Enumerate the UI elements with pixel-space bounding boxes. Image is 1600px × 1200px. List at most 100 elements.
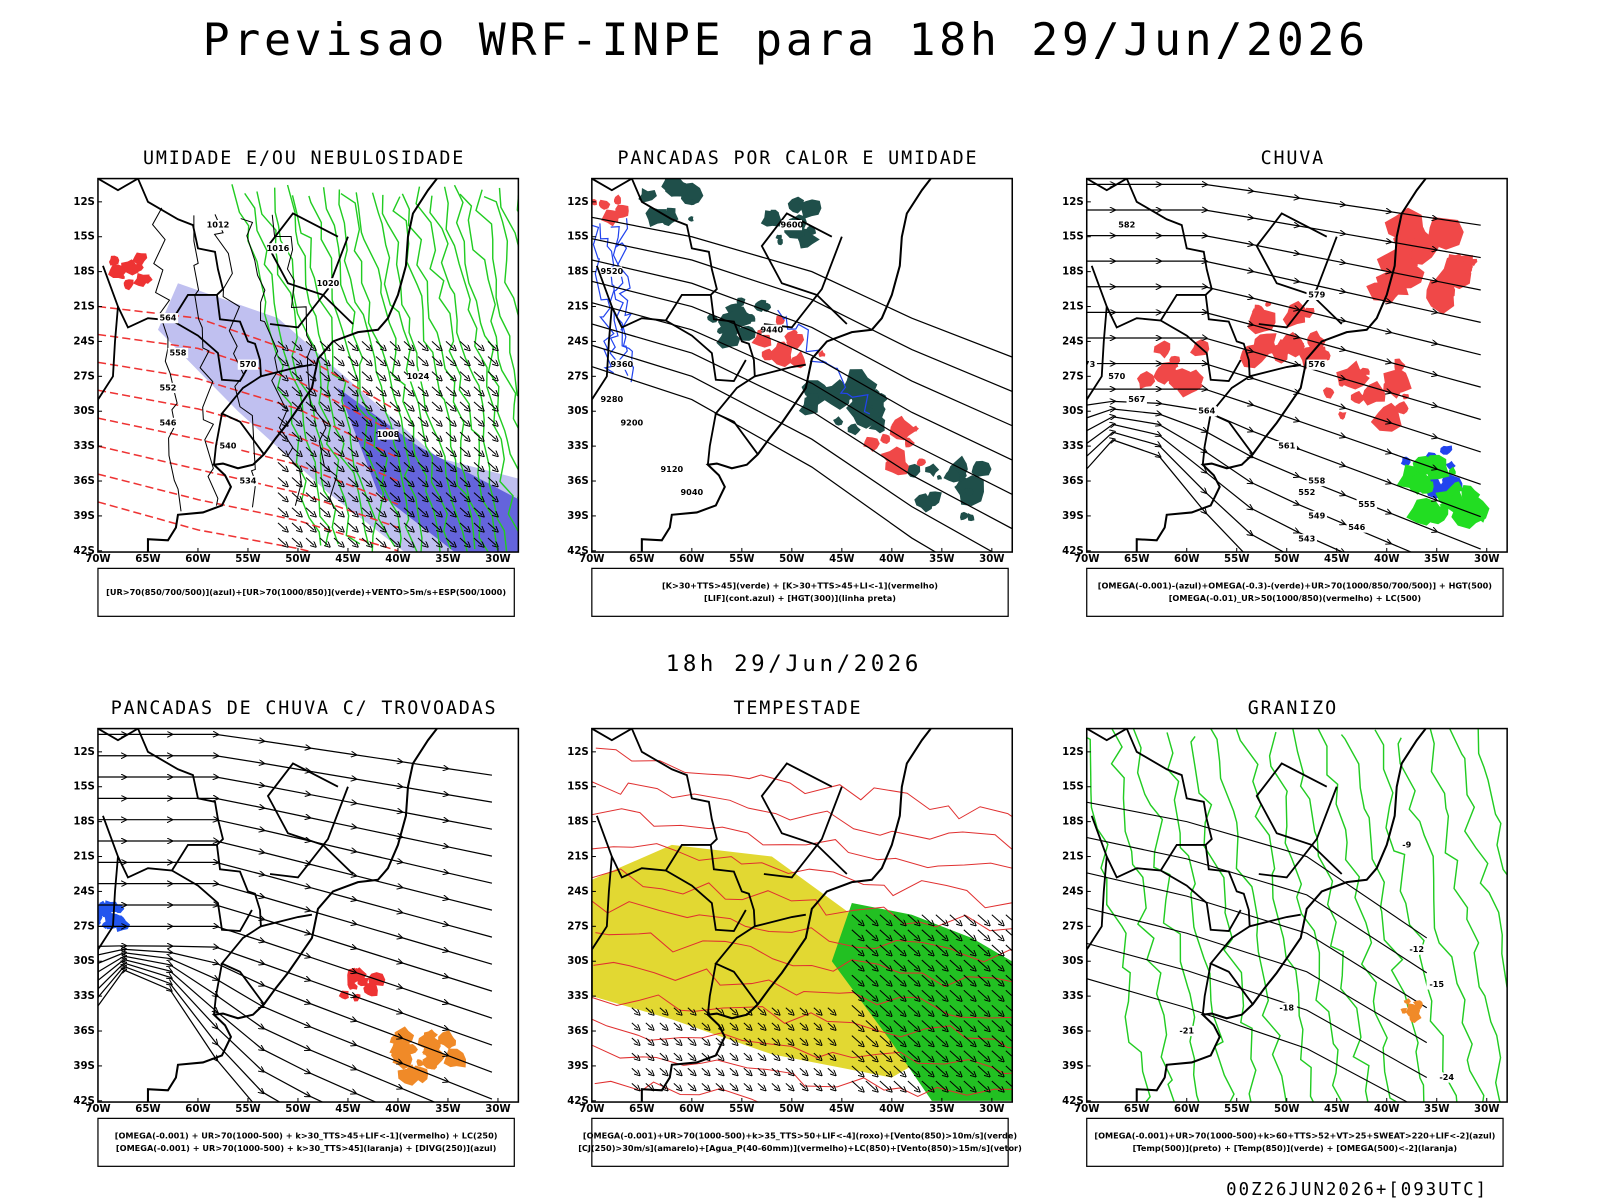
lon-label: 30W bbox=[1474, 554, 1499, 565]
wind-vector bbox=[687, 1022, 694, 1029]
wind-vector bbox=[963, 974, 974, 984]
coastline bbox=[146, 178, 439, 553]
wind-vector bbox=[487, 522, 496, 530]
wind-vector bbox=[827, 1037, 834, 1044]
lat-label: 12S bbox=[73, 197, 95, 208]
lat-label: 30S bbox=[1062, 406, 1084, 417]
wind-vector bbox=[417, 386, 426, 394]
coastline bbox=[1135, 728, 1428, 1103]
wind-vector bbox=[977, 989, 988, 999]
contour-label: -18 bbox=[1279, 1002, 1294, 1012]
streamline bbox=[591, 781, 1013, 851]
wind-vector bbox=[963, 1020, 974, 1030]
wind-vector bbox=[631, 1082, 638, 1089]
lat-label: 27S bbox=[1062, 921, 1084, 932]
wind-vector bbox=[659, 1067, 666, 1074]
wind-vector bbox=[687, 1007, 694, 1014]
wind-vector bbox=[291, 492, 300, 500]
wind-vector bbox=[487, 401, 496, 409]
lat-label: 42S bbox=[567, 1096, 589, 1107]
wind-vector bbox=[865, 989, 876, 999]
wind-vector bbox=[473, 492, 482, 500]
wind-vector bbox=[921, 1080, 932, 1090]
wind-vector bbox=[865, 1050, 876, 1060]
wind-vector bbox=[949, 959, 960, 969]
height-contour bbox=[591, 259, 1013, 427]
wind-vector bbox=[729, 1082, 736, 1089]
wind-vector bbox=[687, 1037, 694, 1044]
wind-vector bbox=[291, 446, 300, 454]
legend-text: [K>30+TTS>45](verde) + [K>30+TTS>45+LI<-… bbox=[662, 581, 938, 591]
wind-vector bbox=[459, 446, 468, 454]
wind-vector bbox=[305, 416, 314, 424]
coastline bbox=[146, 728, 439, 1103]
lon-label: 50W bbox=[1274, 1104, 1299, 1115]
humidity-contour bbox=[453, 184, 519, 501]
shaded-area bbox=[108, 255, 120, 266]
wind-vector bbox=[715, 1007, 722, 1014]
wind-vector bbox=[879, 1005, 890, 1014]
panel-title: PANCADAS DE CHUVA C/ TROVOADAS bbox=[111, 698, 498, 719]
border bbox=[665, 869, 747, 932]
map-panel: -9 -12 -15 -18 -21 -24 bbox=[1086, 728, 1508, 1103]
label-bg bbox=[781, 220, 803, 231]
wind-vector bbox=[431, 537, 440, 545]
wind-vector bbox=[431, 341, 440, 348]
label-bg bbox=[1296, 487, 1317, 498]
wind-vector bbox=[333, 477, 342, 485]
lon-label: 30W bbox=[485, 1104, 510, 1115]
wind-vector bbox=[319, 401, 328, 409]
legend-text: [OMEGA(-0.001)-(azul)+OMEGA(-0.3)-(verde… bbox=[1098, 581, 1493, 591]
wind-vector bbox=[333, 371, 342, 379]
wind-vector bbox=[991, 914, 1002, 924]
legend-box bbox=[97, 1117, 515, 1167]
wind-vector bbox=[827, 1052, 834, 1059]
contour-label: 1012 bbox=[207, 220, 230, 230]
shaded-area bbox=[142, 274, 153, 284]
wind-vector bbox=[757, 1067, 764, 1074]
panel-title: CHUVA bbox=[1261, 148, 1325, 169]
lon-label: 70W bbox=[579, 1104, 604, 1115]
temperature-850-contour bbox=[1209, 728, 1287, 1103]
contour-label: 1016 bbox=[267, 243, 290, 253]
wind-vector bbox=[1005, 1080, 1013, 1090]
wind-vector bbox=[487, 446, 496, 454]
border bbox=[706, 413, 717, 465]
lon-label: 35W bbox=[929, 1104, 954, 1115]
label-bg bbox=[157, 313, 179, 324]
border bbox=[269, 236, 349, 329]
contour-label: 540 bbox=[219, 441, 236, 451]
contour-label: 1024 bbox=[407, 371, 430, 381]
panel-title: UMIDADE E/OU NEBULOSIDADE bbox=[143, 148, 465, 169]
streamline bbox=[591, 868, 1013, 932]
wind-vector bbox=[813, 1052, 820, 1059]
shaded-area bbox=[717, 311, 741, 341]
border bbox=[1201, 413, 1212, 465]
wind-vector bbox=[389, 537, 398, 545]
humidity-contour bbox=[381, 194, 468, 553]
wind-vector bbox=[963, 914, 974, 924]
thickness-contour bbox=[97, 501, 315, 553]
wind-vector bbox=[1005, 914, 1013, 924]
border bbox=[763, 786, 843, 879]
wind-vector bbox=[963, 1050, 974, 1060]
wind-vector bbox=[305, 462, 314, 469]
temperature-850-contour bbox=[1292, 728, 1370, 1103]
wind-vector bbox=[743, 1022, 750, 1029]
contour-label: 570 bbox=[1108, 371, 1125, 381]
lat-label: 21S bbox=[1062, 852, 1084, 863]
wind-vector bbox=[277, 522, 286, 530]
lat-label: 30S bbox=[567, 956, 589, 967]
wind-vector bbox=[305, 431, 314, 439]
wind-vector bbox=[907, 1005, 918, 1014]
wind-vector bbox=[459, 431, 468, 439]
shaded-area bbox=[967, 513, 975, 522]
pressure-contour bbox=[213, 214, 257, 508]
wind-vector bbox=[473, 416, 482, 424]
wind-vector bbox=[785, 1037, 792, 1044]
wind-vector bbox=[729, 1052, 736, 1059]
contour-label: 567 bbox=[1128, 394, 1145, 404]
map-panel: 9600 9520 9440 9360 9280 9200 9120 9040 bbox=[591, 178, 1013, 553]
wind-vector bbox=[771, 1022, 778, 1029]
